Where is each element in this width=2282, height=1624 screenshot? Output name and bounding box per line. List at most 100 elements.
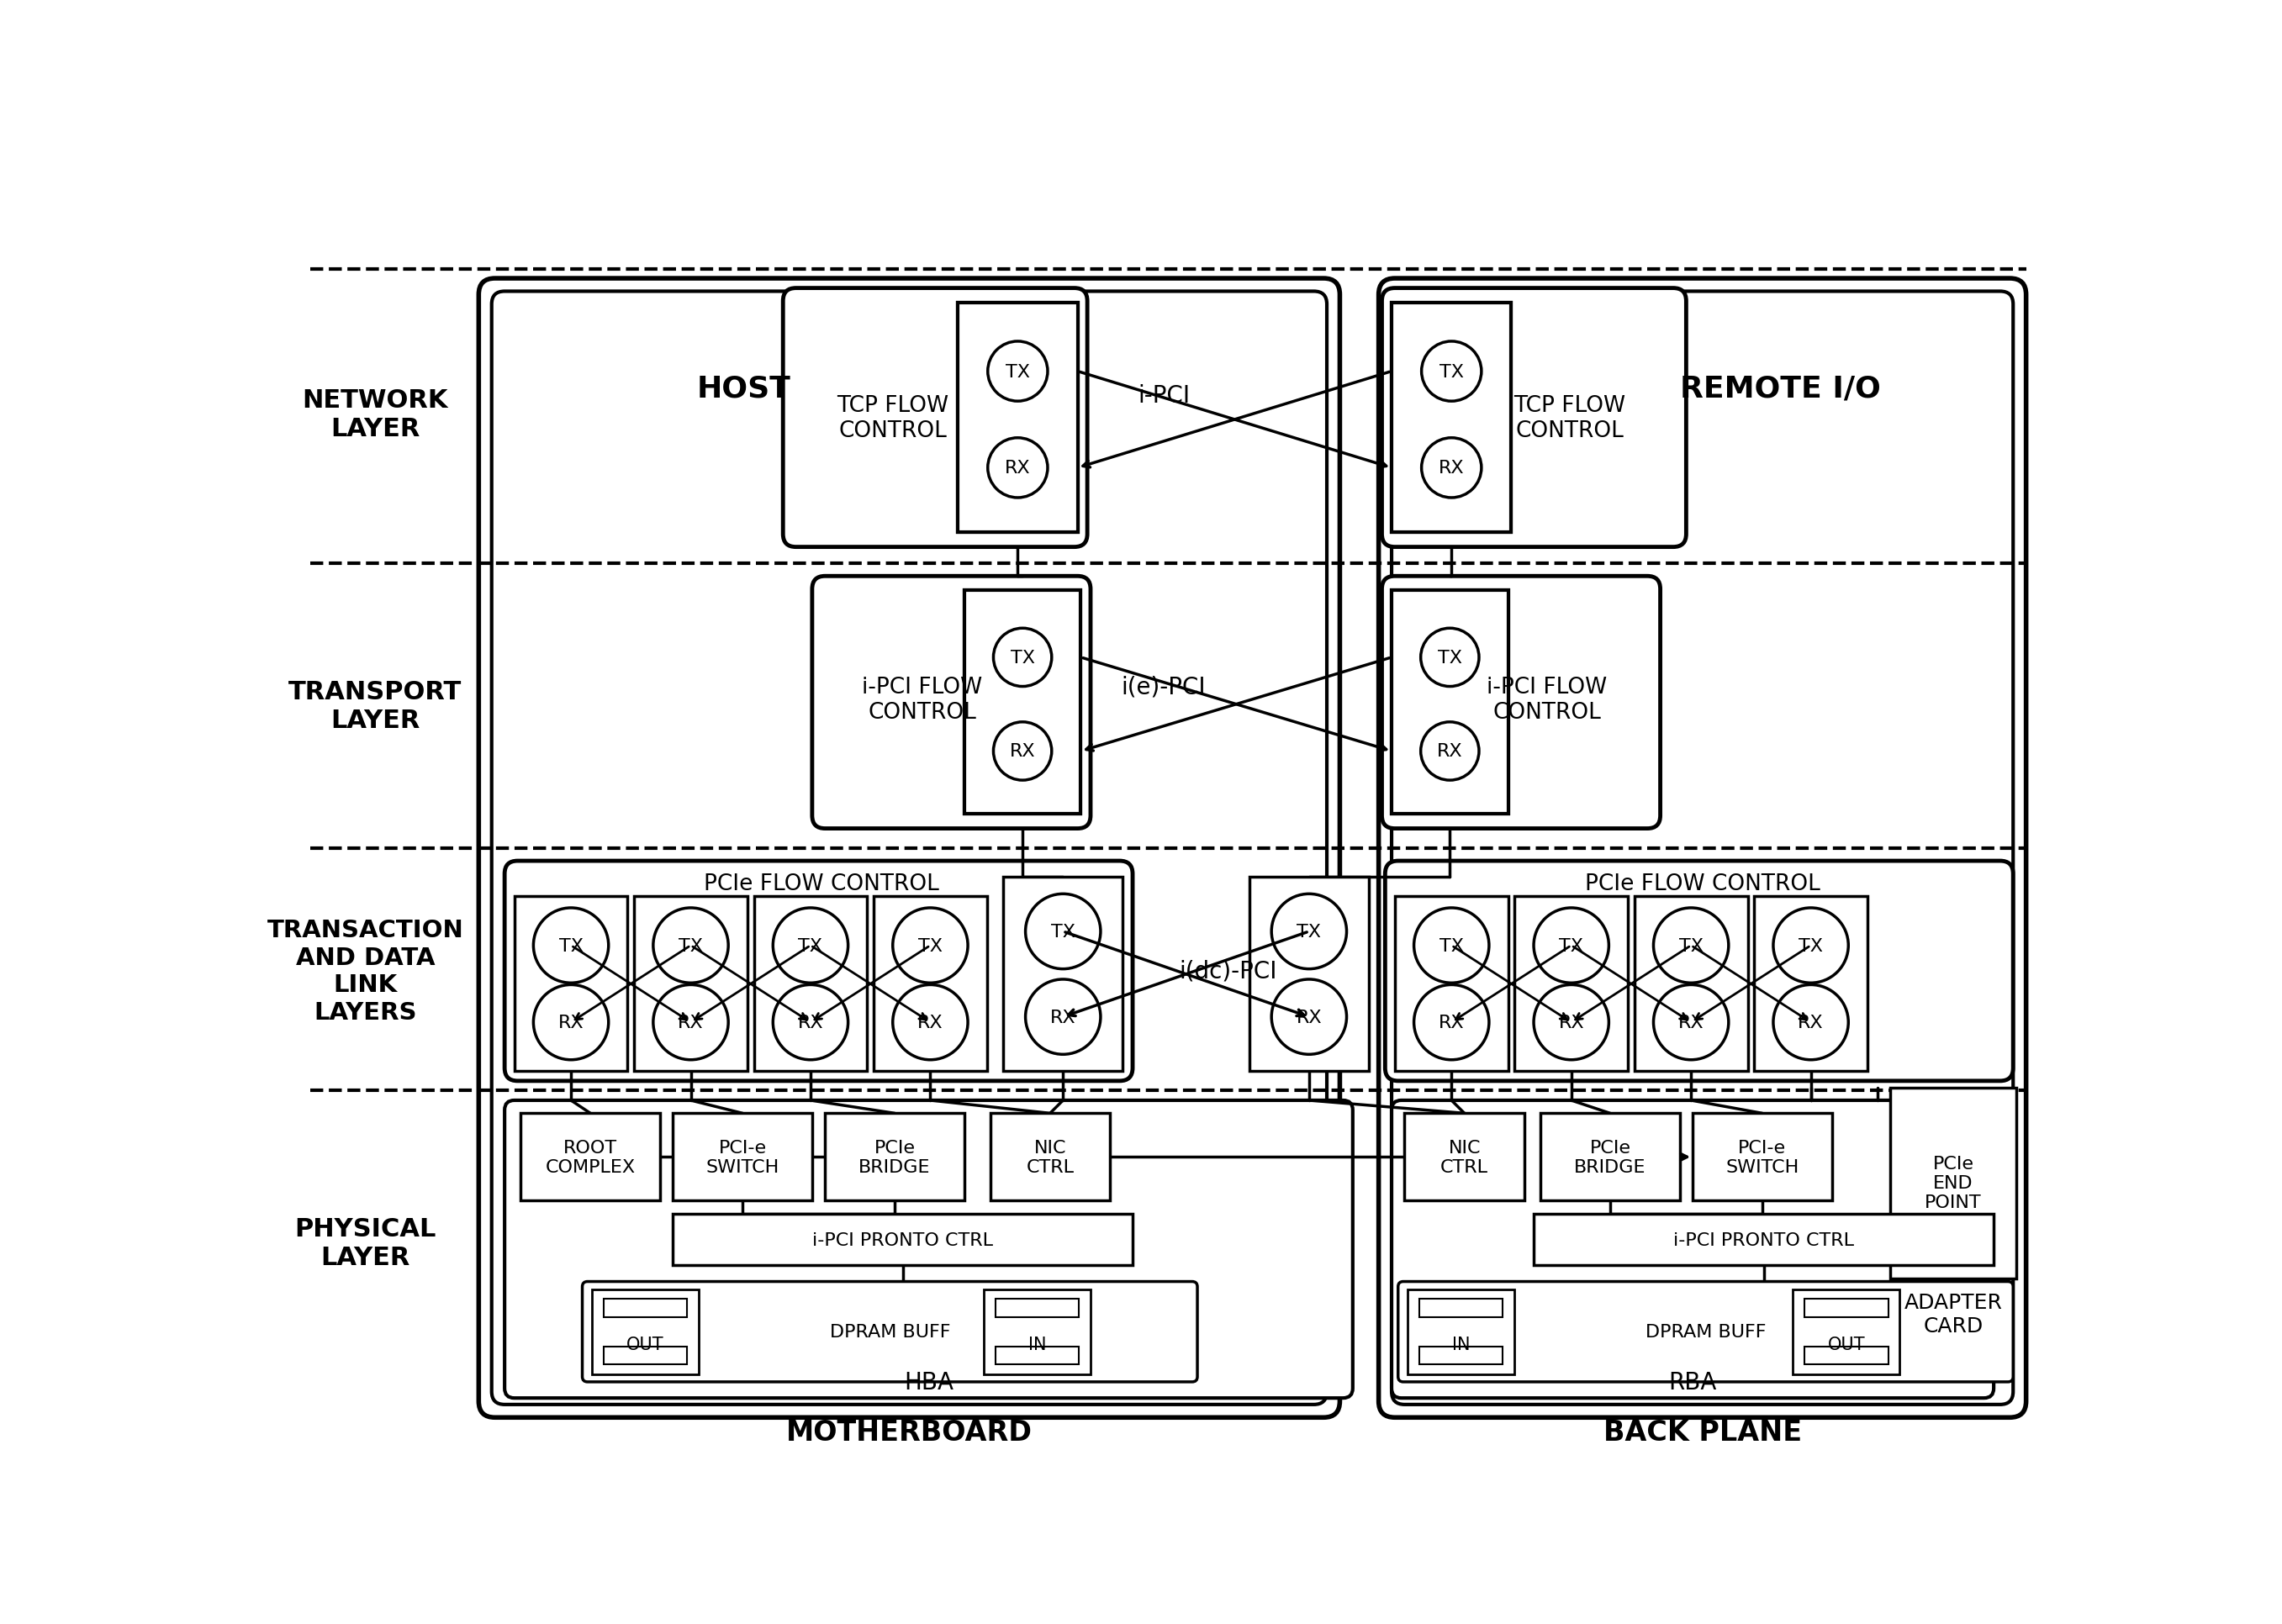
Text: i-PCI: i-PCI (1139, 383, 1189, 408)
Circle shape (1534, 908, 1609, 983)
FancyBboxPatch shape (504, 861, 1132, 1082)
Text: PHYSICAL
LAYER: PHYSICAL LAYER (294, 1216, 436, 1270)
Circle shape (1534, 986, 1609, 1060)
Text: i-PCI FLOW
CONTROL: i-PCI FLOW CONTROL (863, 676, 984, 723)
Circle shape (1773, 908, 1848, 983)
Bar (1419, 1346, 1504, 1364)
Circle shape (653, 986, 728, 1060)
Bar (826, 1114, 965, 1200)
FancyBboxPatch shape (1392, 1101, 1994, 1398)
Text: PCIe FLOW CONTROL: PCIe FLOW CONTROL (1584, 874, 1821, 895)
Text: RX: RX (559, 1013, 584, 1031)
Circle shape (534, 986, 609, 1060)
Bar (1419, 1299, 1504, 1317)
Bar (958, 304, 1077, 533)
Text: PCIe
BRIDGE: PCIe BRIDGE (1575, 1138, 1645, 1176)
FancyBboxPatch shape (582, 1281, 1198, 1382)
Text: PCIe
END
POINT: PCIe END POINT (1924, 1155, 1981, 1212)
Bar (1248, 877, 1369, 1072)
Text: TX: TX (1559, 937, 1584, 953)
Bar (1392, 591, 1508, 814)
Text: ROOT
COMPLEX: ROOT COMPLEX (545, 1138, 634, 1176)
Bar (990, 1114, 1109, 1200)
Circle shape (774, 986, 849, 1060)
Circle shape (1422, 628, 1479, 687)
Bar (874, 896, 986, 1072)
Bar (995, 1299, 1079, 1317)
Bar (1755, 896, 1867, 1072)
Bar (965, 591, 1082, 814)
Text: DPRAM BUFF: DPRAM BUFF (1645, 1324, 1766, 1340)
Bar (1004, 877, 1123, 1072)
Text: MOTHERBOARD: MOTHERBOARD (785, 1418, 1031, 1445)
Bar (1805, 1346, 1887, 1364)
Text: PCI-e
SWITCH: PCI-e SWITCH (705, 1138, 778, 1176)
Text: PCIe FLOW CONTROL: PCIe FLOW CONTROL (705, 874, 940, 895)
Circle shape (1271, 979, 1346, 1054)
Text: RX: RX (917, 1013, 942, 1031)
Text: i-PCI PRONTO CTRL: i-PCI PRONTO CTRL (1673, 1231, 1855, 1247)
Text: TX: TX (1680, 937, 1702, 953)
Circle shape (988, 343, 1047, 401)
Text: TX: TX (1438, 650, 1463, 666)
Bar (634, 896, 748, 1072)
Bar (520, 1114, 659, 1200)
Text: i(e)-PCI: i(e)-PCI (1120, 674, 1205, 698)
Circle shape (1654, 986, 1727, 1060)
Circle shape (1422, 343, 1481, 401)
Text: TX: TX (1011, 650, 1034, 666)
FancyBboxPatch shape (504, 1101, 1353, 1398)
Text: RX: RX (1009, 744, 1036, 760)
Bar (984, 1289, 1091, 1374)
Bar (1634, 896, 1748, 1072)
Text: RX: RX (1296, 1009, 1321, 1025)
Circle shape (1415, 986, 1490, 1060)
Bar (995, 1346, 1079, 1364)
Bar (673, 1114, 812, 1200)
Text: TX: TX (1050, 924, 1075, 940)
Text: TX: TX (559, 937, 584, 953)
Bar (673, 1213, 1132, 1265)
Text: RX: RX (1438, 1013, 1465, 1031)
FancyBboxPatch shape (1383, 577, 1661, 828)
Text: PCI-e
SWITCH: PCI-e SWITCH (1725, 1138, 1798, 1176)
Text: BACK PLANE: BACK PLANE (1602, 1418, 1800, 1445)
Circle shape (993, 723, 1052, 781)
Circle shape (534, 908, 609, 983)
Bar (1540, 1114, 1680, 1200)
Text: RX: RX (1438, 744, 1463, 760)
FancyBboxPatch shape (812, 577, 1091, 828)
Text: TX: TX (678, 937, 703, 953)
Bar (591, 1289, 698, 1374)
Text: TX: TX (1006, 364, 1029, 380)
Circle shape (1025, 895, 1100, 970)
FancyBboxPatch shape (1383, 289, 1686, 547)
Text: RX: RX (1004, 460, 1031, 477)
Circle shape (1415, 908, 1490, 983)
Circle shape (1271, 895, 1346, 970)
Bar (753, 896, 867, 1072)
Text: TCP FLOW
CONTROL: TCP FLOW CONTROL (837, 395, 949, 442)
Text: TX: TX (1798, 937, 1823, 953)
Text: RX: RX (678, 1013, 703, 1031)
Text: TX: TX (917, 937, 942, 953)
Bar (1392, 304, 1511, 533)
Circle shape (653, 908, 728, 983)
Text: REMOTE I/O: REMOTE I/O (1680, 375, 1880, 403)
Text: i-PCI PRONTO CTRL: i-PCI PRONTO CTRL (812, 1231, 993, 1247)
Bar (1693, 1114, 1832, 1200)
FancyBboxPatch shape (1378, 279, 2026, 1418)
Text: NIC
CTRL: NIC CTRL (1027, 1138, 1075, 1176)
Circle shape (1773, 986, 1848, 1060)
Bar (513, 896, 628, 1072)
Circle shape (892, 986, 968, 1060)
Circle shape (1025, 979, 1100, 1054)
Text: NIC
CTRL: NIC CTRL (1440, 1138, 1488, 1176)
Text: IN: IN (1451, 1337, 1470, 1353)
Text: TX: TX (799, 937, 824, 953)
Text: RBA: RBA (1668, 1371, 1716, 1393)
Circle shape (774, 908, 849, 983)
FancyBboxPatch shape (1385, 861, 2013, 1082)
Bar (1805, 1299, 1887, 1317)
FancyBboxPatch shape (491, 292, 1326, 1405)
